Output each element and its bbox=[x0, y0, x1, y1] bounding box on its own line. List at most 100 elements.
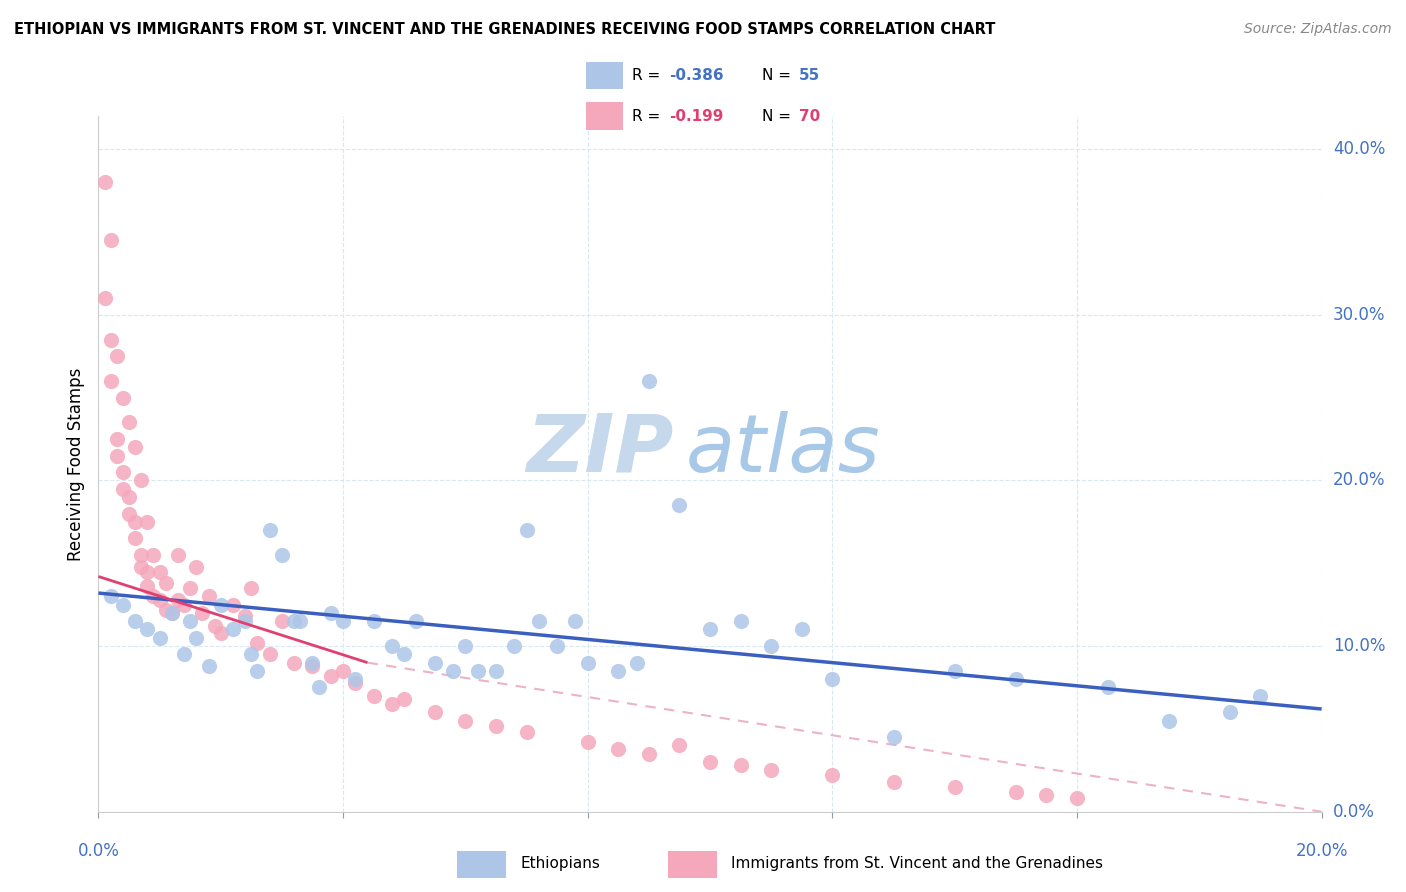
Point bbox=[564, 614, 586, 628]
Point bbox=[136, 565, 159, 579]
Point bbox=[730, 758, 752, 772]
Point bbox=[283, 656, 305, 670]
Point bbox=[301, 656, 323, 670]
Point bbox=[118, 507, 141, 521]
Point bbox=[118, 490, 141, 504]
Point bbox=[576, 656, 599, 670]
Point bbox=[100, 333, 122, 347]
Point bbox=[790, 623, 813, 637]
Point bbox=[142, 548, 165, 562]
Text: -0.199: -0.199 bbox=[669, 109, 724, 124]
Point bbox=[392, 692, 416, 706]
Point bbox=[142, 590, 165, 604]
Point bbox=[943, 664, 966, 678]
Point bbox=[454, 639, 477, 653]
Point bbox=[111, 482, 134, 496]
Point bbox=[167, 592, 190, 607]
Text: 70: 70 bbox=[799, 109, 821, 124]
Point bbox=[105, 449, 128, 463]
Point bbox=[546, 639, 568, 653]
Bar bbox=[457, 851, 506, 878]
Point bbox=[344, 675, 367, 690]
Text: N =: N = bbox=[762, 109, 796, 124]
Point bbox=[332, 614, 354, 628]
Point bbox=[699, 623, 721, 637]
Point bbox=[179, 581, 201, 595]
Point bbox=[129, 474, 152, 488]
Point bbox=[246, 664, 269, 678]
Point bbox=[173, 648, 195, 662]
Point bbox=[124, 532, 146, 546]
Point bbox=[392, 648, 416, 662]
Point bbox=[699, 755, 721, 769]
Point bbox=[191, 606, 214, 620]
Point bbox=[233, 614, 256, 628]
Point bbox=[100, 233, 122, 247]
Point bbox=[607, 664, 630, 678]
Point bbox=[167, 548, 190, 562]
Y-axis label: Receiving Food Stamps: Receiving Food Stamps bbox=[66, 368, 84, 560]
Text: R =: R = bbox=[633, 109, 665, 124]
Point bbox=[197, 590, 219, 604]
Point bbox=[204, 619, 226, 633]
Point bbox=[637, 747, 661, 761]
Point bbox=[155, 602, 177, 616]
Text: 0.0%: 0.0% bbox=[1333, 803, 1375, 821]
Point bbox=[124, 440, 146, 454]
Point bbox=[179, 614, 201, 628]
Point bbox=[105, 432, 128, 446]
Point bbox=[423, 706, 446, 720]
Point bbox=[821, 672, 844, 686]
Point bbox=[759, 764, 782, 778]
Point bbox=[186, 559, 208, 574]
Point bbox=[467, 664, 489, 678]
Point bbox=[1219, 706, 1241, 720]
Point bbox=[332, 664, 354, 678]
Text: ZIP: ZIP bbox=[526, 411, 673, 489]
Point bbox=[381, 639, 404, 653]
Text: Immigrants from St. Vincent and the Grenadines: Immigrants from St. Vincent and the Gren… bbox=[731, 856, 1104, 871]
Point bbox=[301, 659, 323, 673]
Point bbox=[527, 614, 550, 628]
Point bbox=[485, 664, 508, 678]
Point bbox=[259, 648, 281, 662]
Point bbox=[246, 636, 269, 650]
Text: 40.0%: 40.0% bbox=[1333, 140, 1385, 158]
Point bbox=[637, 374, 661, 388]
Point bbox=[186, 631, 208, 645]
Point bbox=[576, 735, 599, 749]
Point bbox=[149, 631, 172, 645]
Point bbox=[405, 614, 427, 628]
Point bbox=[1035, 788, 1057, 802]
Point bbox=[454, 714, 477, 728]
Point bbox=[516, 523, 538, 537]
Point bbox=[270, 614, 292, 628]
Point bbox=[93, 291, 115, 305]
Point bbox=[821, 768, 844, 782]
Point bbox=[240, 648, 263, 662]
Text: Ethiopians: Ethiopians bbox=[520, 856, 600, 871]
Point bbox=[503, 639, 526, 653]
Point bbox=[124, 515, 146, 529]
Point bbox=[319, 606, 342, 620]
Point bbox=[136, 579, 159, 593]
Point bbox=[173, 598, 195, 612]
Text: R =: R = bbox=[633, 68, 665, 83]
Point bbox=[363, 614, 385, 628]
Point bbox=[730, 614, 752, 628]
Point bbox=[136, 623, 159, 637]
Point bbox=[1004, 785, 1026, 799]
Point bbox=[883, 730, 905, 744]
Point bbox=[233, 609, 256, 624]
Point bbox=[283, 614, 305, 628]
Point bbox=[111, 598, 134, 612]
Text: 20.0%: 20.0% bbox=[1295, 842, 1348, 860]
Text: Source: ZipAtlas.com: Source: ZipAtlas.com bbox=[1244, 22, 1392, 37]
Point bbox=[111, 391, 134, 405]
Point bbox=[423, 656, 446, 670]
Point bbox=[626, 656, 648, 670]
Point bbox=[668, 498, 690, 512]
Bar bbox=[586, 62, 623, 89]
Point bbox=[129, 548, 152, 562]
Point bbox=[363, 689, 385, 703]
